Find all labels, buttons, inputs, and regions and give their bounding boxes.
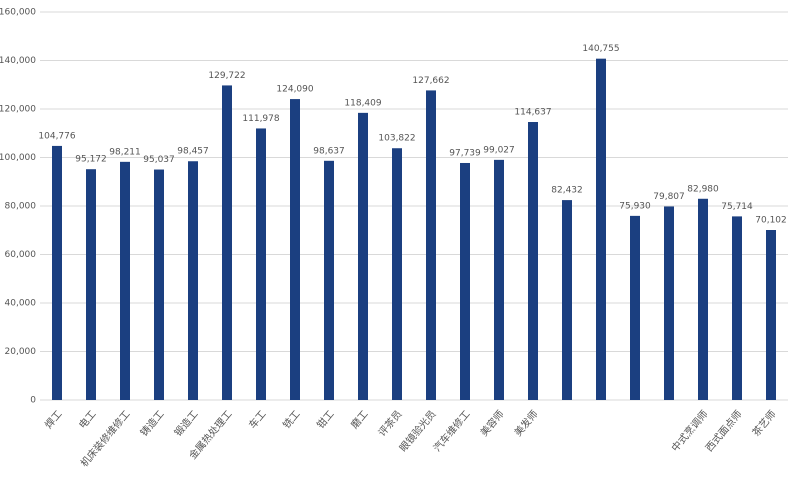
- x-tick-label: 钳工: [314, 408, 337, 432]
- y-tick-label: 0: [30, 396, 36, 406]
- value-label: 70,102: [755, 216, 787, 226]
- value-label: 104,776: [38, 131, 75, 141]
- bar: [698, 198, 708, 400]
- value-label: 75,714: [721, 202, 753, 212]
- x-tick-label: 焊工: [43, 408, 65, 431]
- value-label: 99,027: [483, 145, 515, 155]
- value-label: 114,637: [514, 108, 551, 118]
- value-label: 103,822: [378, 134, 415, 144]
- y-tick-label: 20,000: [5, 347, 37, 357]
- y-tick-label: 40,000: [5, 299, 37, 309]
- bar: [290, 99, 300, 400]
- value-label: 82,432: [551, 186, 583, 196]
- value-label: 129,722: [208, 71, 245, 81]
- bar: [596, 58, 606, 400]
- bar: [120, 161, 130, 400]
- x-tick-label: 锻造工: [171, 408, 200, 439]
- bar: [732, 216, 742, 400]
- x-tick-label: 电工: [76, 408, 99, 432]
- y-tick-label: 120,000: [0, 105, 36, 115]
- value-label: 118,409: [344, 98, 381, 108]
- y-tick-label: 80,000: [5, 202, 37, 212]
- x-tick-label: 磨工: [349, 408, 371, 431]
- bar: [256, 128, 266, 400]
- y-tick-label: 100,000: [0, 153, 36, 163]
- bar: [528, 122, 538, 400]
- value-label: 140,755: [582, 44, 619, 54]
- bar: [324, 160, 334, 400]
- bar: [86, 169, 96, 400]
- x-tick-label: 美容师: [477, 408, 506, 439]
- y-tick-label: 60,000: [5, 250, 37, 260]
- value-label: 95,172: [75, 155, 107, 165]
- x-tick-label: 茶艺师: [749, 408, 778, 439]
- bar: [154, 169, 164, 400]
- value-label: 111,978: [242, 114, 279, 124]
- bar: [222, 85, 232, 401]
- value-label: 75,930: [619, 201, 651, 211]
- bar: [358, 112, 368, 400]
- value-label: 82,980: [687, 184, 719, 194]
- y-tick-label: 160,000: [0, 8, 36, 18]
- y-tick-label: 140,000: [0, 56, 36, 66]
- bar: [664, 206, 674, 400]
- bar: [562, 200, 572, 400]
- value-label: 124,090: [276, 85, 313, 95]
- bar: [188, 161, 198, 400]
- value-label: 98,457: [177, 147, 209, 157]
- x-tick-label: 车工: [246, 408, 269, 432]
- bar: [52, 145, 62, 400]
- x-tick-label: 铸造工: [137, 408, 166, 439]
- bar: [460, 162, 470, 400]
- value-label: 98,637: [313, 146, 345, 156]
- x-tick-label: 评茶员: [375, 408, 404, 439]
- bar: [630, 215, 640, 400]
- value-label: 97,739: [449, 148, 481, 158]
- x-tick-label: 铣工: [280, 408, 303, 432]
- bar: [766, 230, 776, 400]
- value-label: 98,211: [109, 147, 141, 157]
- x-tick-label: 美发师: [511, 408, 540, 439]
- value-label: 79,807: [653, 192, 685, 202]
- bar: [392, 148, 402, 400]
- value-label: 95,037: [143, 155, 175, 165]
- bar: [494, 159, 504, 400]
- bar: [426, 90, 436, 400]
- value-label: 127,662: [412, 76, 449, 86]
